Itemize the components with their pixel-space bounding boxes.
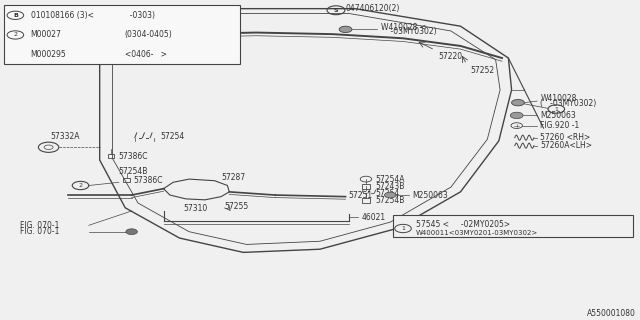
Text: A550001080: A550001080 (588, 309, 636, 318)
Circle shape (510, 112, 523, 119)
Text: FIG. 070-1: FIG. 070-1 (20, 227, 60, 236)
Text: W410028 <: W410028 < (381, 23, 426, 32)
Text: S: S (333, 8, 339, 13)
Text: -0303): -0303) (125, 11, 155, 20)
Text: (   -03MY0302): ( -03MY0302) (540, 99, 596, 108)
Text: M250063: M250063 (540, 111, 576, 120)
Text: FIG. 070-1: FIG. 070-1 (20, 221, 60, 230)
Bar (108, 154, 115, 158)
Text: 57255: 57255 (224, 202, 248, 211)
Bar (362, 184, 371, 189)
Bar (362, 197, 371, 203)
Text: 57332A: 57332A (51, 132, 80, 141)
Text: <0406-   >: <0406- > (125, 50, 166, 59)
Text: 047406120(2): 047406120(2) (346, 4, 400, 13)
Text: 57545 <     -02MY0205>: 57545 < -02MY0205> (416, 220, 510, 229)
Text: 57260 <RH>: 57260 <RH> (540, 133, 591, 142)
Bar (4, 5, 240, 64)
Bar (124, 178, 130, 182)
Text: 1: 1 (401, 226, 405, 231)
Text: M250063: M250063 (413, 190, 449, 200)
Text: 57220: 57220 (438, 52, 462, 61)
Text: 57330: 57330 (124, 23, 148, 32)
Bar (394, 215, 633, 237)
Text: 57260A<LH>: 57260A<LH> (540, 141, 593, 150)
Circle shape (385, 192, 396, 198)
Text: (0304-0405): (0304-0405) (125, 30, 172, 39)
Text: 010108166 (3)<: 010108166 (3)< (31, 11, 93, 20)
Text: 57254: 57254 (376, 188, 400, 198)
Circle shape (339, 26, 352, 33)
Text: -03MY0302): -03MY0302) (381, 28, 436, 36)
Text: 57386C: 57386C (134, 176, 163, 185)
Circle shape (126, 229, 138, 235)
Text: W400011<03MY0201-03MY0302>: W400011<03MY0201-03MY0302> (416, 230, 538, 236)
Text: 57254A: 57254A (376, 175, 405, 184)
Text: 2: 2 (13, 32, 17, 37)
Text: 1: 1 (554, 107, 558, 112)
Text: 57254: 57254 (161, 132, 184, 140)
Text: 57254B: 57254B (376, 196, 405, 205)
Text: 57254A: 57254A (195, 45, 225, 55)
Text: M00027: M00027 (31, 30, 61, 39)
Text: M000295: M000295 (31, 50, 67, 59)
Text: B: B (13, 13, 18, 18)
Text: W410028: W410028 (540, 94, 577, 103)
Text: 57310: 57310 (183, 204, 207, 213)
Text: 46021: 46021 (362, 213, 386, 222)
Text: 57287: 57287 (221, 173, 245, 182)
Text: FIG.920 -1: FIG.920 -1 (540, 121, 580, 130)
Circle shape (511, 100, 524, 106)
Text: 2: 2 (79, 183, 83, 188)
Text: 57254B: 57254B (119, 167, 148, 176)
Text: 57243B: 57243B (376, 182, 405, 191)
Text: 57252: 57252 (470, 66, 494, 75)
Text: 57386C: 57386C (119, 152, 148, 161)
Text: 57251: 57251 (349, 191, 373, 200)
